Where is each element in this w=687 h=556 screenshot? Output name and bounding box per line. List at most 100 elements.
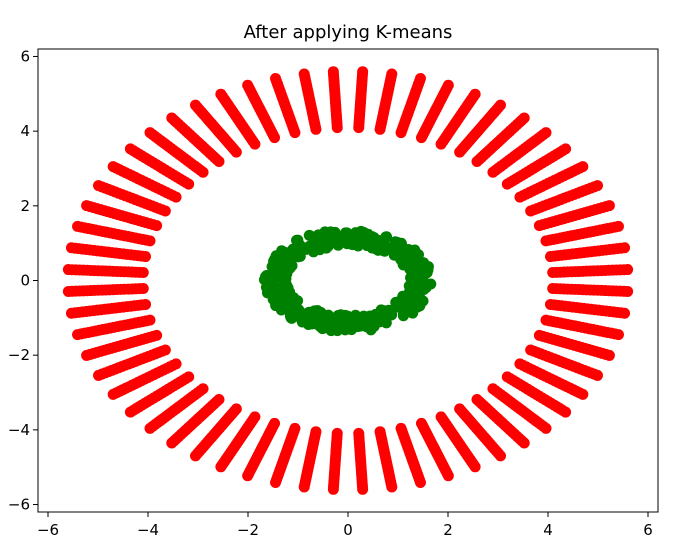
scatter-point-outer xyxy=(518,112,530,124)
plot-frame xyxy=(37,48,659,513)
scatter-point-inner xyxy=(322,229,334,241)
scatter-point-outer xyxy=(357,66,369,78)
scatter-point-outer xyxy=(495,99,506,111)
scatter-point-outer xyxy=(65,242,77,254)
x-tick-label: −4 xyxy=(137,521,159,539)
scatter-point-outer xyxy=(242,79,254,91)
y-tick-label: 4 xyxy=(20,122,30,140)
scatter-point-outer xyxy=(81,349,93,361)
scatter-point-inner xyxy=(352,240,364,252)
x-axis: −6 −4 −2 0 2 4 6 xyxy=(37,512,653,539)
scatter-point-outer xyxy=(518,437,530,449)
scatter-point-inner xyxy=(303,229,315,241)
y-tick-label: 2 xyxy=(20,197,30,215)
scatter-point-outer xyxy=(540,127,552,139)
scatter-point-outer xyxy=(327,483,339,495)
scatter-point-inner xyxy=(262,277,274,289)
scatter-point-outer xyxy=(386,68,398,80)
scatter-point-outer xyxy=(81,200,93,212)
scatter-point-inner xyxy=(370,243,382,255)
scatter-point-outer xyxy=(603,200,615,212)
scatter-point-outer xyxy=(442,79,454,91)
y-tick-label: 6 xyxy=(20,47,30,65)
scatter-point-outer xyxy=(591,369,603,381)
scatter-point-outer xyxy=(622,264,634,276)
scatter-point-inner xyxy=(276,264,288,276)
scatter-point-outer xyxy=(270,73,282,85)
scatter-point-outer xyxy=(93,369,105,381)
scatter-point-outer xyxy=(414,476,426,488)
scatter-point-inner xyxy=(295,307,307,319)
scatter-point-outer xyxy=(62,285,74,297)
scatter-point-outer xyxy=(190,450,201,462)
x-tick-label: 6 xyxy=(643,521,653,539)
x-tick-label: 2 xyxy=(443,521,453,539)
scatter-point-inner xyxy=(412,255,424,267)
scatter-point-outer xyxy=(577,161,589,173)
scatter-point-outer xyxy=(327,66,339,78)
x-tick-label: −2 xyxy=(237,521,259,539)
scatter-point-outer xyxy=(298,68,310,80)
scatter-point-outer xyxy=(612,220,624,232)
scatter-point-inner xyxy=(397,307,409,319)
scatter-point-inner xyxy=(303,318,315,330)
scatter-point-inner xyxy=(271,294,283,306)
scatter-point-inner xyxy=(386,241,398,253)
scatter-point-inner xyxy=(411,300,423,312)
scatter-point-outer xyxy=(215,461,227,473)
x-tick-label: −6 xyxy=(37,521,59,539)
scatter-point-outer xyxy=(386,481,398,493)
y-tick-label: −6 xyxy=(8,496,30,514)
scatter-point-outer xyxy=(270,476,282,488)
scatter-point-inner xyxy=(287,243,299,255)
x-tick-label: 4 xyxy=(543,521,553,539)
scatter-point-inner xyxy=(341,231,353,243)
scatter-point-outer xyxy=(166,437,178,449)
scatter-point-inner xyxy=(339,324,351,336)
y-tick-label: −4 xyxy=(8,421,30,439)
scatter-point-outer xyxy=(72,329,84,341)
scatter-point-outer xyxy=(622,285,634,297)
chart-title: After applying K-means xyxy=(244,22,453,43)
scatter-point-outer xyxy=(144,127,156,139)
scatter-point-outer xyxy=(560,143,572,155)
scatter-point-outer xyxy=(540,422,552,434)
scatter-point-outer xyxy=(215,88,227,100)
scatter-point-outer xyxy=(124,143,136,155)
scatter-point-inner xyxy=(335,309,347,321)
scatter-point-inner xyxy=(411,280,423,292)
scatter-point-inner xyxy=(397,259,409,271)
scatter-point-outer xyxy=(612,329,624,341)
scatter-point-outer xyxy=(107,388,119,400)
scatter-point-outer xyxy=(619,242,631,254)
scatter-point-outer xyxy=(65,307,77,319)
scatter-point-outer xyxy=(442,470,454,482)
scatter-point-inner xyxy=(400,295,412,307)
scatter-point-outer xyxy=(469,88,481,100)
scatter-point-inner xyxy=(275,254,287,266)
scatter-point-outer xyxy=(619,307,631,319)
scatter-point-outer xyxy=(469,461,481,473)
y-tick-label: −2 xyxy=(8,346,30,364)
y-axis: −6 −4 −2 0 2 4 6 xyxy=(8,47,38,514)
scatter-point-outer xyxy=(414,73,426,85)
scatter-point-outer xyxy=(72,220,84,232)
scatter-point-inner xyxy=(383,304,395,316)
y-tick-label: 0 xyxy=(20,272,30,290)
scatter-point-outer xyxy=(591,180,603,192)
x-tick-label: 0 xyxy=(343,521,353,539)
scatter-point-outer xyxy=(93,180,105,192)
scatter-point-outer xyxy=(577,388,589,400)
scatter-point-outer xyxy=(242,470,254,482)
scatter-point-outer xyxy=(144,422,156,434)
scatter-point-outer xyxy=(107,161,119,173)
scatter-point-inner xyxy=(403,244,415,256)
scatter-point-inner xyxy=(314,310,326,322)
scatter-point-outer xyxy=(603,349,615,361)
scatter-point-outer xyxy=(190,99,201,111)
scatter-point-outer xyxy=(495,450,506,462)
scatter-point-outer xyxy=(357,483,369,495)
scatter-point-outer xyxy=(62,264,74,276)
scatter-point-inner xyxy=(278,286,290,298)
